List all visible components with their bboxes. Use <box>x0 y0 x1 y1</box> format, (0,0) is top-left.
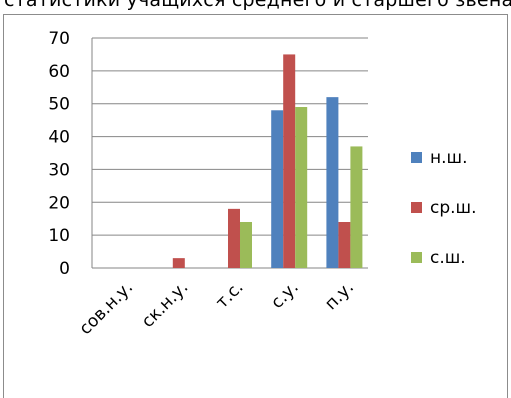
bar-5-1 <box>326 97 339 269</box>
bar-3-3 <box>240 222 252 268</box>
x-tick-label-2: ск.н.у. <box>138 277 192 331</box>
bar-5-2 <box>338 222 351 268</box>
legend-swatch-1 <box>411 152 422 163</box>
y-tick-label-20: 20 <box>48 193 70 213</box>
bar-2-2 <box>172 258 185 268</box>
y-tick-label-0: 0 <box>59 259 70 279</box>
x-tick-label-1: сов.н.у. <box>76 277 138 339</box>
y-tick-label-40: 40 <box>48 128 70 148</box>
y-tick-label-60: 60 <box>48 62 70 82</box>
header-text-strip: статистики учащихся среднего и старшего … <box>0 0 511 16</box>
y-tick-label-50: 50 <box>48 95 70 115</box>
x-tick-label-4: с.у. <box>267 277 303 313</box>
y-axis-ticks: 0 10 20 30 40 50 60 70 <box>48 29 70 279</box>
y-tick-label-70: 70 <box>48 29 70 49</box>
bar-4-3 <box>295 107 308 268</box>
y-tick-label-30: 30 <box>48 160 70 180</box>
legend-swatch-3 <box>411 252 422 263</box>
x-tick-label-5: п.у. <box>321 277 358 314</box>
bar-4-1 <box>271 110 284 269</box>
bars <box>172 54 363 269</box>
legend-swatch-2 <box>411 202 422 213</box>
bar-5-3 <box>350 146 363 268</box>
bar-4-2 <box>283 54 296 268</box>
legend-label-1: н.ш. <box>430 148 467 168</box>
header-text: статистики учащихся среднего и старшего … <box>4 0 511 11</box>
bar-3-2 <box>228 208 240 268</box>
y-tick-label-10: 10 <box>48 226 70 246</box>
legend: н.ш. ср.ш. с.ш. <box>411 148 477 268</box>
legend-label-2: ср.ш. <box>430 198 477 218</box>
chart-frame <box>3 14 508 398</box>
x-axis-ticks: сов.н.у. ск.н.у. т.с. с.у. п.у. <box>76 277 358 339</box>
gridlines <box>91 37 368 269</box>
x-tick-label-3: т.с. <box>212 277 247 312</box>
legend-label-3: с.ш. <box>430 248 466 268</box>
